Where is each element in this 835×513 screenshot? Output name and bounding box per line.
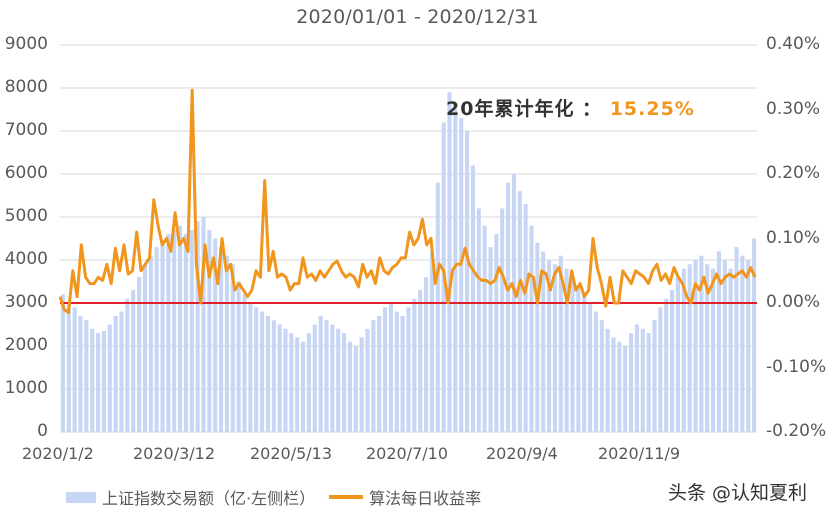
left-y-tick: 3000 — [4, 292, 48, 312]
left-y-tick: 5000 — [4, 206, 48, 226]
left-y-tick: 6000 — [4, 163, 48, 183]
right-y-tick: 0.00% — [766, 292, 821, 312]
x-tick: 2020/3/12 — [133, 444, 216, 463]
left-y-tick: 9000 — [4, 34, 48, 54]
legend: 上证指数交易额（亿·左侧栏） 算法每日收益率 — [66, 485, 481, 509]
left-y-tick: 4000 — [4, 249, 48, 269]
bar-legend-label: 上证指数交易额（亿·左侧栏） — [102, 489, 316, 508]
right-y-tick: 0.10% — [766, 227, 821, 248]
annotation-value: 15.25% — [609, 98, 695, 120]
right-y-tick: 0.40% — [766, 34, 821, 54]
left-y-tick: 0 — [37, 421, 48, 441]
daily-return-line — [58, 88, 757, 315]
annualized-return-annotation: 20年累计年化 ： 15.25% — [446, 94, 695, 121]
watermark: 头条 @认知夏利 — [668, 482, 808, 504]
left-y-tick: 8000 — [4, 77, 48, 97]
x-tick: 2020/9/4 — [486, 444, 558, 463]
bar-legend-swatch-icon — [66, 491, 96, 503]
left-y-tick: 2000 — [4, 335, 48, 355]
x-tick: 2020/11/9 — [598, 444, 681, 463]
right-y-tick: 0.20% — [766, 163, 821, 183]
x-tick: 2020/5/13 — [250, 444, 333, 463]
volume-bars — [60, 92, 757, 433]
left-y-tick: 7000 — [4, 120, 48, 140]
x-tick: 2020/7/10 — [366, 444, 449, 463]
line-legend-swatch-icon — [329, 495, 364, 499]
chart-title: 2020/01/01 - 2020/12/31 — [296, 6, 539, 28]
annotation-label: 20年累计年化 ： — [446, 98, 603, 120]
right-y-tick: -0.20% — [766, 421, 827, 441]
x-tick: 2020/1/2 — [22, 444, 94, 463]
right-y-tick: 0.30% — [766, 98, 821, 119]
left-y-tick: 1000 — [4, 378, 48, 398]
right-y-tick: -0.10% — [766, 356, 827, 377]
line-legend-label: 算法每日收益率 — [369, 489, 482, 508]
